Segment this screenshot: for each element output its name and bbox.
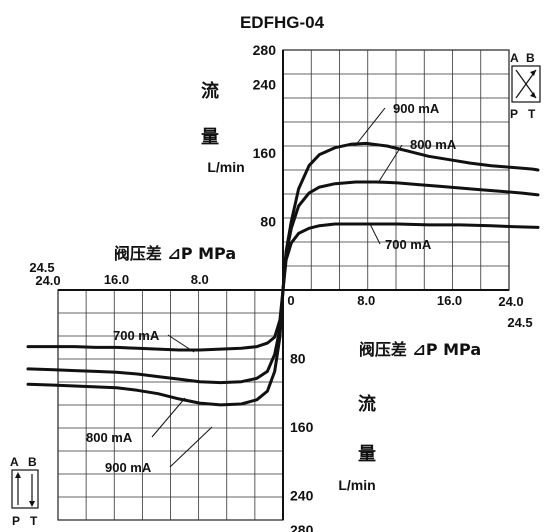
- upper-y-label-top: 流: [201, 80, 219, 102]
- symbol-lower-a: A: [10, 455, 19, 469]
- symbol-lower-b: B: [28, 455, 37, 469]
- lower-x-label: 阀压差 ⊿P MPa: [114, 244, 236, 263]
- symbol-upper-b: B: [526, 51, 535, 65]
- upper-x-tick-24-5: 24.5: [507, 315, 532, 330]
- valve-symbols: A BP TA BP T: [10, 51, 541, 528]
- lower-x-tick-16: 16.0: [104, 272, 129, 287]
- upper-x-tick-24: 24.0: [498, 294, 523, 309]
- symbol-lower-arrowhead-2: [29, 501, 35, 507]
- upper-x-label: 阀压差 ⊿P MPa: [359, 340, 481, 359]
- upper-y-tick-160: 160: [253, 145, 277, 161]
- lower-y-unit: L/min: [338, 477, 375, 493]
- symbol-lower-t: T: [30, 514, 38, 528]
- lower-x-tick-24-5: 24.5: [29, 260, 54, 275]
- label-lower-700ma-leader: [167, 334, 195, 353]
- lower-y-tick-280: 280: [290, 522, 314, 532]
- upper-series-700ma: [281, 222, 540, 292]
- lower-series-900ma: [26, 288, 285, 407]
- label-upper-700ma: 700 mA: [385, 237, 432, 252]
- upper-y-tick-280: 280: [253, 42, 277, 58]
- lower-y-tick-240: 240: [290, 488, 314, 504]
- axis-texts: 900 mA 800 mA 700 mA 700 mA 800 mA 900 mA 80 16…: [29, 42, 532, 532]
- symbol-upper-arrowhead-2: [530, 92, 536, 98]
- chart-title: EDFHG-04: [240, 13, 325, 32]
- curves: [26, 141, 540, 407]
- symbol-lower-p: P: [12, 514, 20, 528]
- upper-y-tick-80: 80: [260, 213, 276, 229]
- symbol-lower-box: [11, 469, 39, 509]
- label-upper-800ma: 800 mA: [410, 137, 457, 152]
- lower-series-700ma: [26, 288, 285, 352]
- lower-y-tick-160: 160: [290, 419, 314, 435]
- label-upper-900ma: 900 mA: [393, 101, 440, 116]
- grid-upper-right: [282, 49, 510, 291]
- grid-lower-left: [57, 289, 284, 521]
- label-lower-900ma-leader: [169, 426, 213, 468]
- symbol-upper-a: A: [510, 51, 519, 65]
- upper-series-800ma: [281, 180, 540, 292]
- upper-y-label-mid: 量: [201, 126, 219, 148]
- grids: [57, 49, 510, 521]
- upper-y-unit: L/min: [207, 159, 244, 175]
- symbol-upper-t: T: [528, 107, 536, 121]
- lower-x-tick-8: 8.0: [191, 272, 209, 287]
- valve-symbol-lower: A B P T: [10, 455, 39, 528]
- lower-y-label-top: 流: [358, 393, 376, 415]
- label-lower-800ma: 800 mA: [86, 430, 133, 445]
- label-upper-700ma-leader: [369, 223, 381, 245]
- symbol-lower-arrowhead-1: [15, 472, 21, 478]
- label-lower-900ma: 900 mA: [105, 460, 152, 475]
- symbol-upper-box: [511, 65, 541, 103]
- label-lower-700ma: 700 mA: [113, 328, 160, 343]
- label-upper-900ma-leader: [354, 107, 386, 147]
- lower-y-label-mid: 量: [358, 443, 376, 465]
- upper-y-tick-240: 240: [253, 76, 277, 92]
- upper-x-tick-16: 16.0: [437, 293, 462, 308]
- valve-symbol-upper: A B P T: [510, 51, 541, 121]
- upper-x-tick-8: 8.0: [357, 293, 375, 308]
- lower-x-tick-24: 24.0: [35, 273, 60, 288]
- lower-series-800ma: [26, 288, 285, 385]
- upper-series-900ma: [281, 141, 540, 292]
- label-upper-800ma-leader: [377, 144, 403, 184]
- lower-y-tick-80: 80: [290, 351, 306, 367]
- symbol-upper-arrowhead-1: [530, 70, 536, 76]
- label-lower-800ma-leader: [151, 397, 186, 438]
- symbol-upper-p: P: [510, 107, 518, 121]
- upper-x-tick-0: 0: [287, 293, 294, 308]
